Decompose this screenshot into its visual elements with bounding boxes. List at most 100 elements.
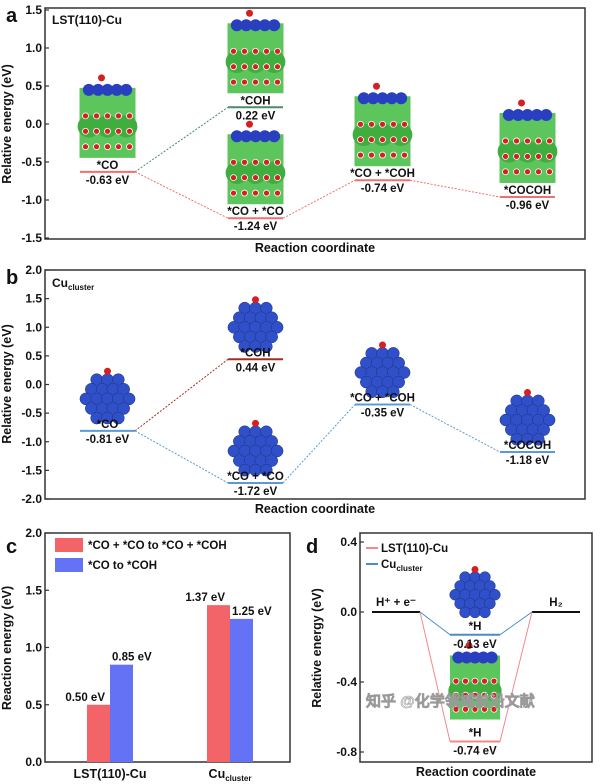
bar <box>230 618 253 762</box>
cu-atom <box>387 347 400 360</box>
o-atom <box>93 127 100 135</box>
category-label: LST(110)-Cu <box>74 767 147 781</box>
connector-line <box>409 404 501 453</box>
y-tick-label: 0.0 <box>25 755 42 769</box>
y-tick-label: 2.0 <box>25 526 42 540</box>
o-atom <box>490 677 498 685</box>
value-label: -0.63 eV <box>86 175 130 187</box>
y-tick-label: -1.0 <box>21 435 42 449</box>
cu-atom <box>521 108 534 121</box>
cu-atom <box>459 606 471 619</box>
o-atom <box>357 136 364 144</box>
adsorbate-atom <box>471 565 479 573</box>
y-tick-label: 1.0 <box>25 320 42 334</box>
sr-atom <box>465 680 485 701</box>
cluster-image <box>449 565 501 619</box>
cu-atom <box>502 108 515 121</box>
structure-image <box>497 99 558 183</box>
cu-atom <box>112 411 125 425</box>
value-label: -1.18 eV <box>506 455 550 467</box>
o-atom <box>241 189 248 197</box>
cu-atom <box>117 402 130 415</box>
cu-atom <box>540 108 553 121</box>
y-tick-label: 0.0 <box>25 117 42 131</box>
o-atom <box>524 168 531 176</box>
o-atom <box>252 174 259 182</box>
y-tick-label: 0.0 <box>340 605 357 619</box>
state-label: *H <box>469 728 482 740</box>
o-atom <box>263 189 270 197</box>
state-label: *COH <box>240 95 270 107</box>
cu-atom <box>385 92 398 105</box>
state-label: *COCOH <box>504 440 551 452</box>
o-atom <box>115 143 122 151</box>
cu-atom <box>452 651 465 664</box>
o-atom <box>263 63 270 71</box>
state-label: *COH <box>240 347 270 359</box>
state-label: *CO + *COH <box>350 393 415 405</box>
o-atom <box>126 127 133 135</box>
cu-atom <box>395 92 408 105</box>
adsorbate-atom <box>246 9 253 17</box>
y-tick-label: 0.0 <box>25 378 42 392</box>
watermark: 知乎 @化学领域前沿文献 <box>366 692 535 710</box>
value-label: -0.96 eV <box>506 200 550 212</box>
y-tick-label: 0.5 <box>25 698 42 712</box>
o-atom <box>274 189 281 197</box>
cu-atom <box>489 589 501 601</box>
cu-atom <box>530 108 543 121</box>
x-axis-label: Reaction coordinate <box>255 502 375 516</box>
o-atom <box>230 158 237 166</box>
cu-atom <box>265 330 278 344</box>
o-atom <box>93 143 100 151</box>
bar-value-label: 0.85 eV <box>112 652 152 664</box>
cu-atom <box>392 356 405 370</box>
connector-line <box>134 430 229 484</box>
connector-line <box>282 404 356 484</box>
o-atom <box>274 78 281 86</box>
legend-label: *CO + *CO to *CO + *COH <box>88 540 227 552</box>
legend-text: LST(110)-Cu <box>381 543 448 555</box>
o-atom <box>230 47 237 55</box>
o-atom <box>82 143 89 151</box>
o-atom <box>379 136 386 144</box>
o-atom <box>513 168 520 176</box>
structure-image <box>352 82 413 167</box>
o-atom <box>263 78 270 86</box>
o-atom <box>513 137 520 145</box>
cluster-image <box>79 367 136 425</box>
o-atom <box>490 691 498 699</box>
x-axis-label: Reaction coordinate <box>416 765 536 779</box>
cu-atom <box>485 651 498 664</box>
cu-atom <box>249 19 262 32</box>
structure-image <box>448 642 502 720</box>
structure-image <box>225 9 286 94</box>
o-atom <box>452 705 460 713</box>
value-label: -0.81 eV <box>86 434 130 446</box>
y-tick-label: 0.5 <box>25 79 42 93</box>
cu-atom <box>532 394 545 408</box>
cu-atom <box>82 83 95 96</box>
o-atom <box>462 705 469 713</box>
panel-a: a LST(110)-Cu Reaction coordinate Relati… <box>0 3 586 255</box>
sr-atom <box>516 140 539 163</box>
cu-atom <box>479 571 491 583</box>
o-atom <box>379 120 386 128</box>
o-atom <box>401 151 408 159</box>
o-atom <box>390 151 397 159</box>
legend-swatch <box>55 538 83 552</box>
panel-b: b Cucluster Reaction coordinate Relative… <box>0 263 586 516</box>
y-tick-label: -1.0 <box>21 193 42 207</box>
o-atom <box>104 112 111 120</box>
value-label: -0.35 eV <box>361 408 405 420</box>
cu-atom <box>260 301 273 315</box>
cu-atom <box>240 130 253 143</box>
state-label: *H <box>469 621 482 633</box>
o-atom <box>368 120 375 128</box>
o-atom <box>462 677 469 685</box>
connector-line <box>134 171 229 219</box>
y-axis-label: Relative energy (eV) <box>310 588 324 708</box>
legend-label: Cucluster <box>381 559 423 573</box>
state-label: *CO <box>97 419 119 431</box>
bar <box>110 664 133 762</box>
